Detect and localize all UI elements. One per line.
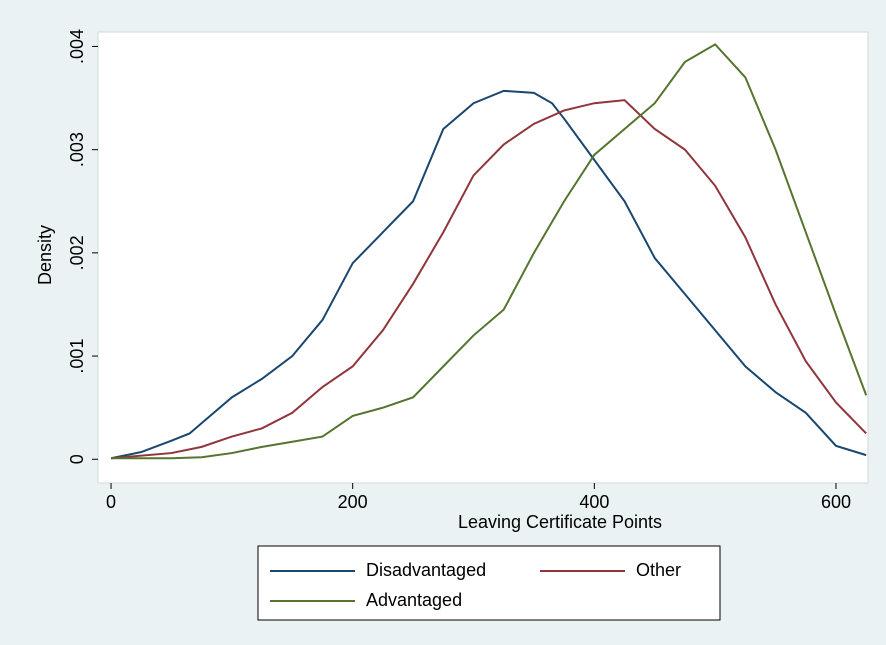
y-tick-label: .001 bbox=[67, 339, 87, 374]
plot-area bbox=[97, 31, 869, 484]
x-tick-label: 0 bbox=[106, 492, 116, 512]
legend-label: Advantaged bbox=[366, 590, 462, 610]
legend bbox=[257, 545, 721, 621]
x-tick-label: 600 bbox=[821, 492, 851, 512]
series-line bbox=[110, 99, 867, 460]
y-tick-label: .004 bbox=[67, 29, 87, 64]
legend-label: Other bbox=[636, 560, 681, 580]
x-tick-label: 400 bbox=[579, 492, 609, 512]
series-line bbox=[110, 89, 867, 460]
y-tick-label: .002 bbox=[67, 235, 87, 270]
x-axis-label: Leaving Certificate Points bbox=[458, 512, 662, 532]
y-tick-label: .003 bbox=[67, 132, 87, 167]
y-tick-label: 0 bbox=[67, 454, 87, 464]
y-axis-label: Density bbox=[35, 225, 55, 285]
series-line bbox=[111, 43, 868, 460]
legend-label: Disadvantaged bbox=[366, 560, 486, 580]
x-tick-label: 200 bbox=[338, 492, 368, 512]
